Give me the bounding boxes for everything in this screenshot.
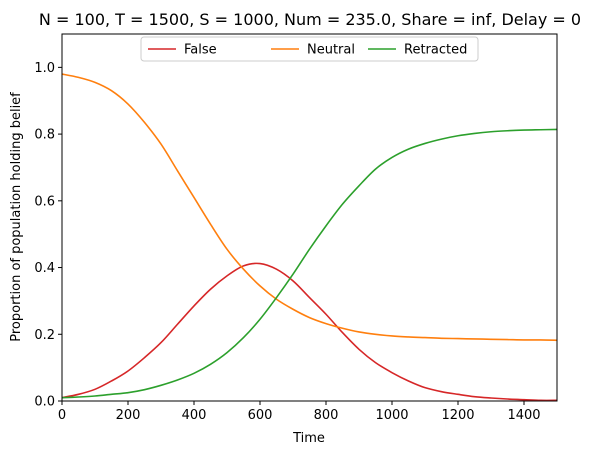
y-axis-label: Proportion of population holding belief [9, 92, 24, 342]
series-line-neutral [62, 73, 557, 342]
y-tick-label: 0.4 [34, 261, 55, 276]
x-tick-label: 800 [314, 408, 339, 423]
series-layer [62, 73, 557, 401]
x-tick-label: 1400 [507, 408, 540, 423]
x-tick-label: 0 [58, 408, 66, 423]
legend-label-false: False [184, 43, 217, 58]
x-tick-label: 1000 [375, 408, 408, 423]
legend: False Neutral Retracted [140, 36, 479, 62]
series-line-retracted [62, 128, 557, 399]
y-tick-label: 1.0 [34, 61, 55, 76]
series-line-false [62, 262, 557, 401]
y-tick-label: 0.2 [34, 328, 55, 343]
legend-label-retracted: Retracted [404, 43, 467, 58]
y-axis: 0.0 0.2 0.4 0.6 0.8 1.0 [34, 61, 62, 410]
legend-box [140, 36, 479, 62]
y-tick-label: 0.0 [34, 395, 55, 410]
x-tick-label: 200 [116, 408, 141, 423]
x-tick-label: 1200 [441, 408, 474, 423]
y-tick-label: 0.8 [34, 128, 55, 143]
plot-frame [61, 33, 558, 402]
chart-title: N = 100, T = 1500, S = 1000, Num = 235.0… [39, 10, 581, 29]
x-tick-label: 400 [182, 408, 207, 423]
x-tick-label: 600 [248, 408, 273, 423]
x-axis-label: Time [292, 431, 325, 446]
y-tick-label: 0.6 [34, 194, 55, 209]
x-axis: 0 200 400 600 800 1000 1200 1400 [58, 401, 541, 423]
plot-area [61, 33, 558, 402]
legend-label-neutral: Neutral [307, 43, 355, 58]
